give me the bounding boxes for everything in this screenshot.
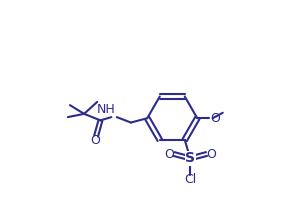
Text: NH: NH: [97, 103, 116, 116]
Text: O: O: [90, 134, 100, 147]
Text: S: S: [185, 151, 195, 165]
Text: O: O: [206, 148, 216, 161]
Text: O: O: [164, 148, 174, 161]
Text: Cl: Cl: [184, 173, 196, 186]
Text: O: O: [210, 112, 220, 125]
